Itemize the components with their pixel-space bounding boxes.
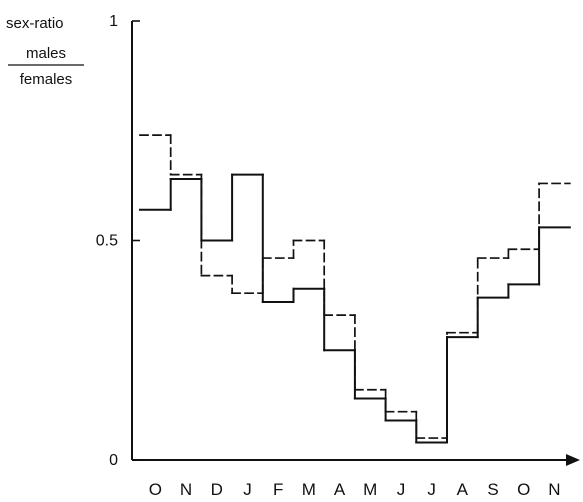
x-tick-label: S <box>487 480 498 499</box>
y-tick-label: 0 <box>109 452 118 469</box>
series-layer <box>139 134 571 444</box>
x-tick-label: J <box>427 480 436 499</box>
x-tick-label: O <box>149 480 162 499</box>
x-tick-label: M <box>302 480 316 499</box>
y-axis-title: sex-ratio males females <box>6 15 84 88</box>
x-tick-label: A <box>334 480 346 499</box>
x-tick-label: M <box>363 480 377 499</box>
x-tick-label: N <box>180 480 192 499</box>
y-axis-title-top: sex-ratio <box>6 15 64 32</box>
x-tick-label: A <box>457 480 469 499</box>
dashed-series <box>139 134 571 439</box>
x-tick-label: J <box>397 480 406 499</box>
x-tick-label: D <box>211 480 223 499</box>
y-tick-label: 1 <box>109 13 118 30</box>
y-tick-label: 0.5 <box>96 233 118 250</box>
axes: 00.51O N D J F M A M J J A S O N <box>96 13 580 499</box>
x-tick-label: O <box>517 480 530 499</box>
x-axis-arrowhead <box>566 454 580 466</box>
x-tick-label: N <box>548 480 560 499</box>
y-axis-title-denominator: females <box>20 71 73 88</box>
x-tick-label: J <box>243 480 252 499</box>
x-tick-label: F <box>273 480 283 499</box>
y-axis-title-numerator: males <box>26 45 66 62</box>
solid-series <box>139 173 571 444</box>
